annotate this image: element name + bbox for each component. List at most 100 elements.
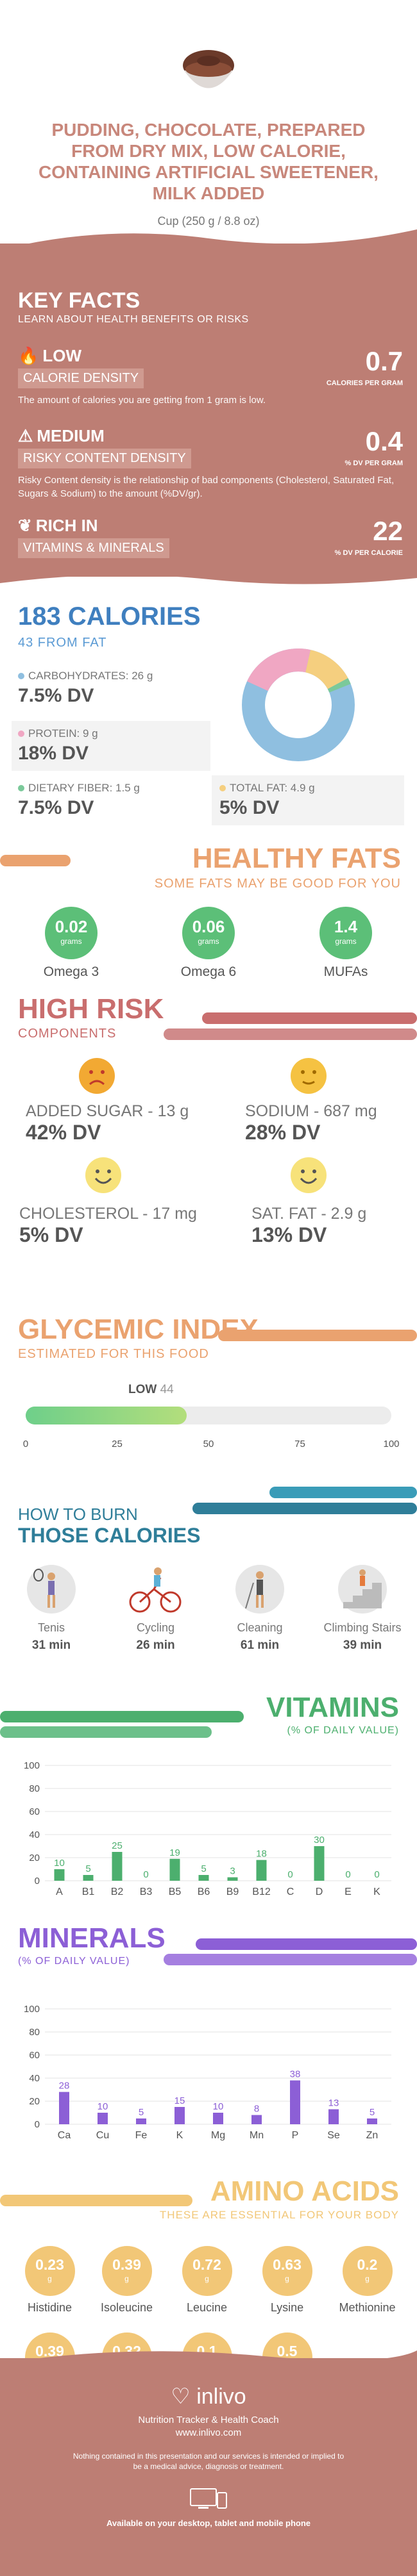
y-tick-label: 0: [35, 1876, 40, 1887]
gi-ticks: 0 25 50 75 100: [23, 1439, 400, 1451]
mufa-ball: 1.4 grams: [319, 907, 372, 959]
amino-value: 0.5: [277, 2343, 298, 2359]
risk-cholesterol: CHOLESTEROL - 17 mg 5% DV: [19, 1205, 197, 1247]
bar: [136, 2118, 146, 2124]
risky-content-unit: % DV PER GRAM: [345, 459, 403, 467]
x-tick-label: C: [287, 1887, 294, 1897]
gi-tick-label: 25: [112, 1439, 123, 1449]
risk-sat-fat: SAT. FAT - 2.9 g 13% DV: [251, 1205, 366, 1247]
x-tick-label: E: [345, 1887, 352, 1897]
cleaning-icon: [235, 1565, 284, 1614]
macro-fat: TOTAL FAT: 4.9 g 5% DV: [212, 775, 404, 825]
risky-content-level: MEDIUM: [37, 426, 105, 445]
bar-value-label: 25: [112, 1840, 123, 1851]
footer-tagline: Nutrition Tracker & Health Coach: [138, 2415, 279, 2425]
bar: [54, 1869, 65, 1881]
cholesterol-dv: 5% DV: [19, 1223, 83, 1246]
cleaning-time: 61 min: [240, 1639, 280, 1652]
bar-value-label: 0: [143, 1869, 148, 1880]
x-tick-label: B3: [140, 1887, 153, 1897]
x-tick-label: P: [292, 2130, 299, 2141]
x-tick-label: Ca: [58, 2130, 71, 2141]
leaf-icon: ❦: [18, 516, 32, 535]
vitamins-level: RICH IN: [35, 516, 98, 535]
gi-fill: [26, 1407, 187, 1424]
bar-value-label: 5: [139, 2107, 144, 2118]
vitamins-band: VITAMINS & MINERALS: [18, 538, 169, 558]
calorie-density-unit: CALORIES PER GRAM: [326, 379, 403, 387]
bar-value-label: 5: [370, 2107, 375, 2118]
footer-url[interactable]: www.inlivo.com: [175, 2427, 242, 2438]
key-facts-section: KEY FACTS LEARN ABOUT HEALTH BENEFITS OR…: [0, 229, 417, 584]
amino-unit: g: [285, 2274, 289, 2283]
y-tick-label: 60: [29, 1806, 40, 1817]
bar: [59, 2092, 69, 2124]
flame-icon: 🔥: [18, 346, 39, 365]
bar: [367, 2118, 377, 2124]
burn-cycling: Cycling 26 min: [115, 1621, 196, 1653]
carbs-label: CARBOHYDRATES: 26 g: [28, 670, 153, 682]
cycling-icon: [129, 1567, 182, 1613]
devices-icon: [190, 2488, 227, 2509]
gi-stripe: [218, 1330, 417, 1341]
calorie-density-level: LOW: [42, 346, 82, 365]
vitamins-section: VITAMINS (% OF DAILY VALUE) 0 20 40 60 80 100…: [0, 1692, 417, 1922]
gi-level-text: LOW: [128, 1383, 157, 1396]
vitamins-sub: (% OF DAILY VALUE): [287, 1725, 399, 1736]
burn-title-1: HOW TO BURN: [18, 1505, 138, 1524]
bar-value-label: 19: [169, 1847, 180, 1858]
amino-label: Methionine: [339, 2301, 396, 2314]
fiber-label: DIETARY FIBER: 1.5 g: [28, 782, 140, 794]
vitamins-minerals-row: ❦ RICH IN VITAMINS & MINERALS 22 % DV PER …: [18, 516, 403, 558]
bar: [213, 2113, 223, 2124]
sad-face-icon: [79, 1058, 115, 1094]
vitamins-unit: % DV PER CALORIE: [334, 549, 403, 557]
gi-tick-label: 100: [383, 1439, 400, 1449]
protein-dot: [18, 731, 24, 737]
footer-logo[interactable]: ♡ inlivo: [0, 2384, 417, 2409]
key-facts-subheading: LEARN ABOUT HEALTH BENEFITS OR RISKS: [18, 314, 249, 325]
macro-carbs: CARBOHYDRATES: 26 g 7.5% DV: [18, 670, 153, 707]
cycling-label: Cycling: [136, 1621, 175, 1634]
amino-circle: 0.72 g: [182, 2246, 232, 2296]
bar: [169, 1858, 180, 1881]
bar-value-label: 13: [328, 2098, 339, 2109]
carbs-dot: [18, 673, 24, 679]
x-tick-label: B2: [111, 1887, 124, 1897]
tennis-label: Tenis: [37, 1621, 65, 1634]
minerals-sub: (% OF DAILY VALUE): [18, 1956, 130, 1967]
mufa-unit: grams: [335, 937, 357, 946]
footer-disclaimer: Nothing contained in this presentation a…: [72, 2452, 345, 2471]
bar: [256, 1860, 267, 1881]
bar: [290, 2080, 300, 2124]
bar: [227, 1877, 238, 1881]
minerals-chart: 0 20 40 60 80 100 28 Ca 10 Cu 5 Fe 15 K 10 Mg 8 Mn 38 P 13 Se…: [24, 2004, 391, 2141]
fat-label: TOTAL FAT: 4.9 g: [230, 782, 315, 794]
gi-title: GLYCEMIC INDEX: [18, 1314, 259, 1345]
x-tick-label: A: [56, 1887, 63, 1897]
calorie-density-band: CALORIE DENSITY: [18, 368, 144, 388]
bar-value-label: 10: [98, 2101, 108, 2112]
x-tick-label: B5: [169, 1887, 182, 1897]
bar-value-label: 30: [314, 1835, 325, 1845]
omega6-unit: grams: [198, 937, 219, 946]
bar-value-label: 5: [201, 1863, 206, 1874]
y-tick-label: 40: [29, 2073, 40, 2084]
protein-label: PROTEIN: 9 g: [28, 727, 98, 739]
burn-section: HOW TO BURN THOSE CALORIES Tenis 31 min C…: [0, 1467, 417, 1692]
y-tick-label: 40: [29, 1829, 40, 1840]
tennis-icon: [27, 1565, 76, 1614]
amino-value: 0.23: [35, 2256, 64, 2273]
burn-stairs: Climbing Stairs 39 min: [318, 1621, 407, 1653]
gi-sub: ESTIMATED FOR THIS FOOD: [18, 1347, 209, 1361]
sat-fat-label: SAT. FAT - 2.9 g: [251, 1205, 367, 1223]
bar: [328, 2109, 339, 2124]
calories-from-fat: 43 FROM FAT: [18, 636, 107, 650]
amino-label: Leucine: [186, 2301, 228, 2314]
y-tick-label: 20: [29, 1853, 40, 1863]
stairs-time: 39 min: [343, 1639, 382, 1652]
high-risk-title: HIGH RISK: [18, 993, 164, 1025]
bar-value-label: 0: [345, 1869, 350, 1880]
